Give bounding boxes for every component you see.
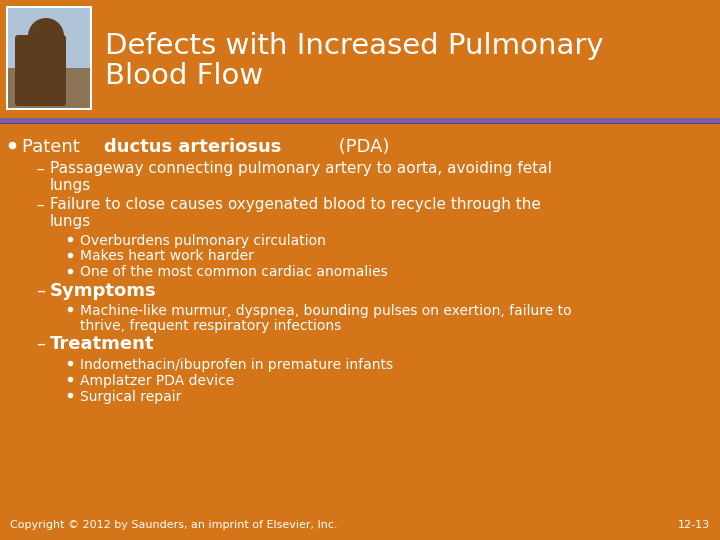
- Text: Defects with Increased Pulmonary: Defects with Increased Pulmonary: [105, 32, 603, 60]
- Bar: [6, 6, 92, 110]
- Text: lungs: lungs: [50, 214, 91, 229]
- Text: Amplatzer PDA device: Amplatzer PDA device: [80, 374, 234, 388]
- Bar: [8, 8, 90, 68]
- Text: Passageway connecting pulmonary artery to aorta, avoiding fetal: Passageway connecting pulmonary artery t…: [50, 161, 552, 177]
- Text: –: –: [36, 198, 44, 213]
- Text: Machine-like murmur, dyspnea, bounding pulses on exertion, failure to: Machine-like murmur, dyspnea, bounding p…: [80, 304, 572, 318]
- Text: –: –: [36, 281, 45, 300]
- Text: lungs: lungs: [50, 178, 91, 193]
- Text: Makes heart work harder: Makes heart work harder: [80, 249, 254, 264]
- Text: ductus arteriosus: ductus arteriosus: [104, 138, 282, 156]
- Bar: [0, 118, 720, 124]
- Text: One of the most common cardiac anomalies: One of the most common cardiac anomalies: [80, 266, 388, 280]
- Text: (PDA): (PDA): [333, 138, 390, 156]
- Text: Treatment: Treatment: [50, 335, 155, 353]
- Text: thrive, frequent respiratory infections: thrive, frequent respiratory infections: [80, 319, 341, 333]
- Text: Surgical repair: Surgical repair: [80, 389, 181, 403]
- Text: Patent: Patent: [22, 138, 86, 156]
- FancyBboxPatch shape: [15, 35, 66, 106]
- Bar: [0, 123, 720, 124]
- Text: –: –: [36, 161, 44, 177]
- Text: Copyright © 2012 by Saunders, an imprint of Elsevier, Inc.: Copyright © 2012 by Saunders, an imprint…: [10, 520, 338, 530]
- Bar: [8, 8, 90, 108]
- Text: Failure to close causes oxygenated blood to recycle through the: Failure to close causes oxygenated blood…: [50, 198, 541, 213]
- Text: Symptoms: Symptoms: [50, 281, 157, 300]
- Text: Overburdens pulmonary circulation: Overburdens pulmonary circulation: [80, 233, 326, 247]
- Text: Blood Flow: Blood Flow: [105, 62, 264, 90]
- Text: Indomethacin/ibuprofen in premature infants: Indomethacin/ibuprofen in premature infa…: [80, 357, 393, 372]
- Text: 12-13: 12-13: [678, 520, 710, 530]
- Circle shape: [28, 18, 64, 54]
- Text: –: –: [36, 335, 45, 353]
